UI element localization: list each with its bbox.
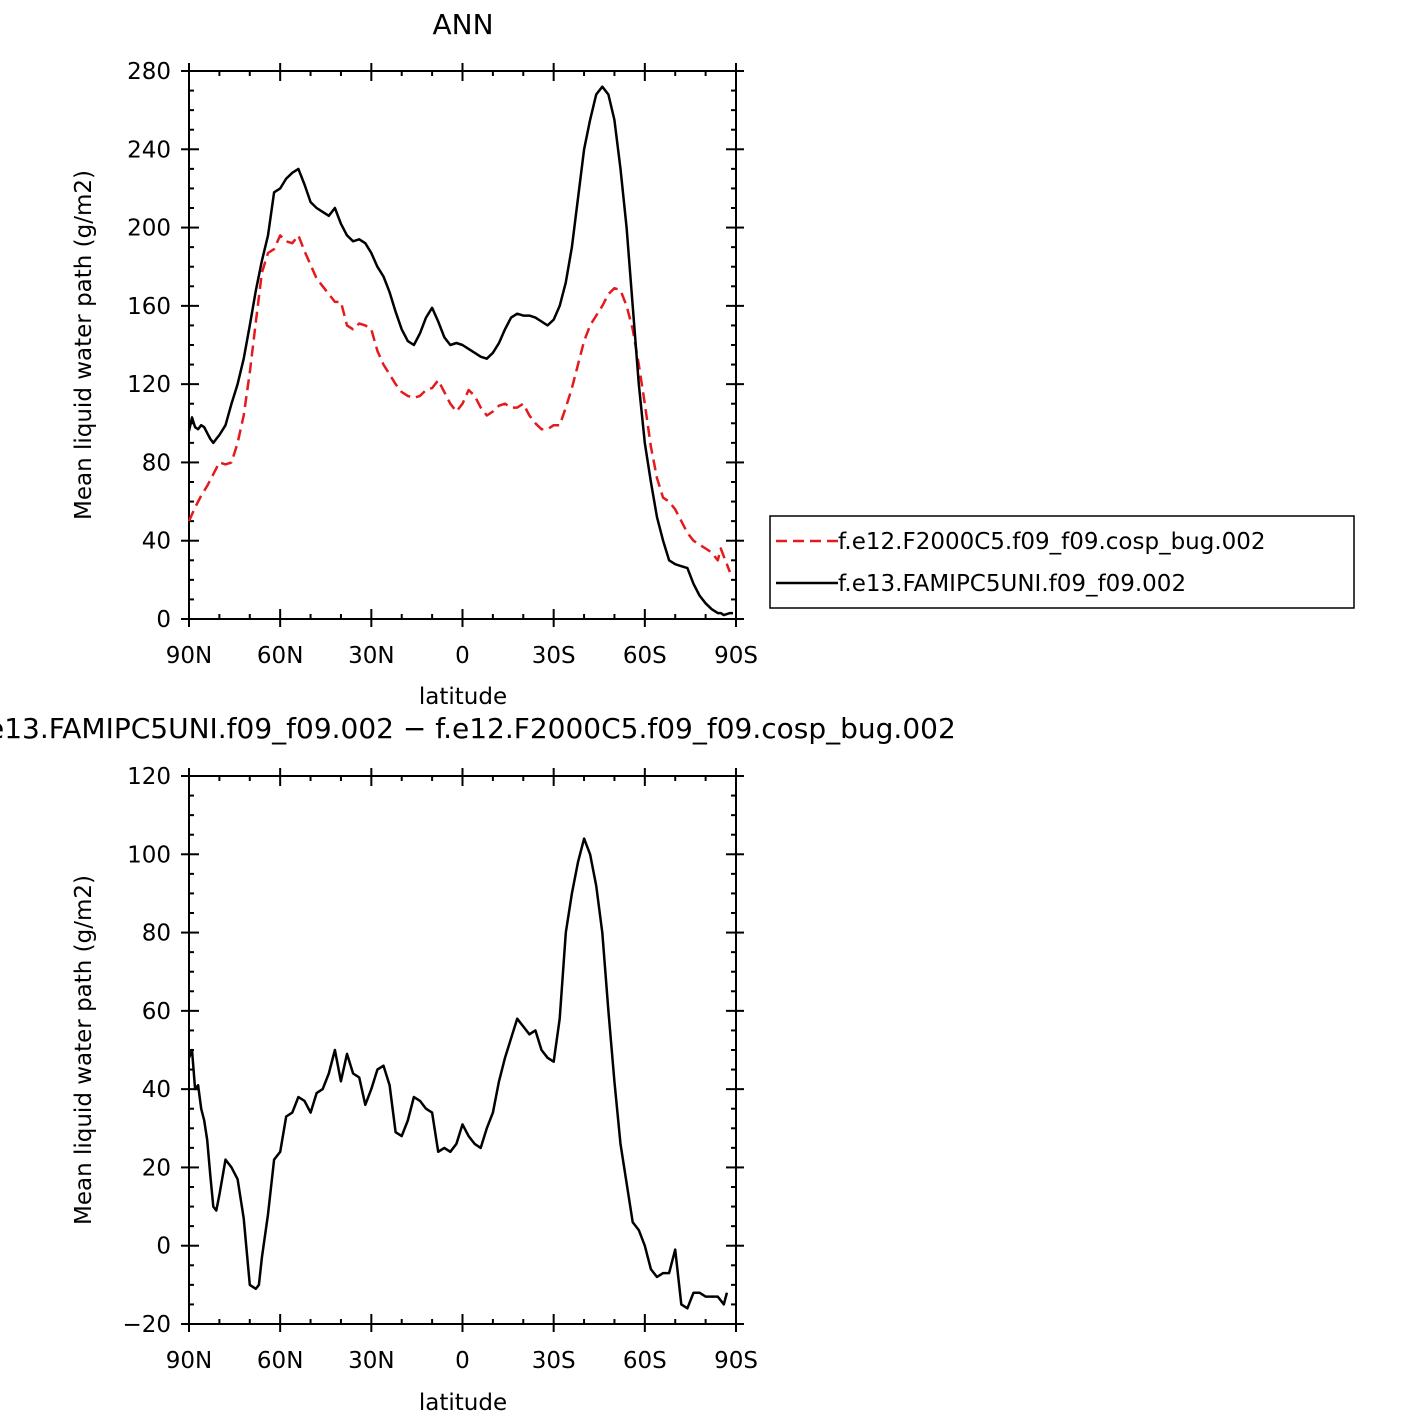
panel-bottom: f.e13.FAMIPC5UNI.f09_f09.002 − f.e12.F20… bbox=[0, 712, 956, 1416]
x-tick-label: 60S bbox=[623, 1348, 667, 1374]
panel-bottom-x-axis-label: latitude bbox=[419, 1390, 507, 1416]
x-tick-label: 30S bbox=[532, 643, 576, 669]
panel-top-x-axis-label: latitude bbox=[419, 684, 507, 710]
x-tick-label: 90N bbox=[166, 643, 212, 669]
panel-top: ANN 0 40 80 120 160 200 240 280 90N 60N 30N 0 30S 60… bbox=[71, 8, 1355, 710]
panel-top-title: ANN bbox=[432, 8, 493, 41]
panel-bottom-ticks bbox=[181, 768, 744, 1332]
y-tick-label: 60 bbox=[142, 999, 171, 1025]
y-tick-label: 20 bbox=[142, 1155, 171, 1181]
series-line-0 bbox=[187, 837, 729, 1310]
panel-top-x-tick-labels: 90N 60N 30N 0 30S 60S 90S bbox=[166, 643, 758, 669]
y-tick-label: 40 bbox=[142, 1077, 171, 1103]
y-tick-label: 120 bbox=[127, 764, 171, 790]
x-tick-label: 60S bbox=[623, 643, 667, 669]
x-tick-label: 60N bbox=[257, 643, 303, 669]
series-line-1 bbox=[187, 85, 733, 617]
panel-bottom-y-axis-label: Mean liquid water path (g/m2) bbox=[71, 875, 97, 1225]
y-tick-label: 100 bbox=[127, 842, 171, 868]
series-line-0 bbox=[187, 234, 732, 573]
y-tick-label: 80 bbox=[142, 450, 171, 476]
panel-bottom-plot-area bbox=[181, 768, 744, 1332]
panel-top-series bbox=[187, 85, 733, 617]
y-tick-label: 160 bbox=[127, 294, 171, 320]
panel-top-plot-area bbox=[181, 63, 744, 627]
panel-bottom-title: f.e13.FAMIPC5UNI.f09_f09.002 − f.e12.F20… bbox=[0, 712, 956, 745]
panel-bottom-series bbox=[187, 837, 729, 1310]
y-tick-label: −20 bbox=[122, 1312, 171, 1338]
x-tick-label: 0 bbox=[455, 1348, 470, 1374]
x-tick-label: 60N bbox=[257, 1348, 303, 1374]
legend: f.e12.F2000C5.f09_f09.cosp_bug.002 f.e13… bbox=[769, 515, 1355, 609]
y-tick-label: 40 bbox=[142, 529, 171, 555]
panel-top-ticks bbox=[181, 63, 744, 627]
panel-bottom-frame bbox=[188, 775, 737, 1325]
legend-label-famipc5uni: f.e13.FAMIPC5UNI.f09_f09.002 bbox=[838, 571, 1186, 597]
y-tick-label: 80 bbox=[142, 921, 171, 947]
legend-label-cosp-bug: f.e12.F2000C5.f09_f09.cosp_bug.002 bbox=[838, 529, 1266, 555]
x-tick-label: 30N bbox=[348, 1348, 394, 1374]
panel-bottom-x-tick-labels: 90N 60N 30N 0 30S 60S 90S bbox=[166, 1348, 758, 1374]
x-tick-label: 30S bbox=[532, 1348, 576, 1374]
y-tick-label: 240 bbox=[127, 137, 171, 163]
y-tick-label: 280 bbox=[127, 59, 171, 85]
y-tick-label: 0 bbox=[156, 1234, 171, 1260]
y-tick-label: 120 bbox=[127, 372, 171, 398]
x-tick-label: 90S bbox=[714, 1348, 758, 1374]
y-tick-label: 200 bbox=[127, 216, 171, 242]
panel-top-y-tick-labels: 0 40 80 120 160 200 240 280 bbox=[127, 59, 171, 633]
x-tick-label: 0 bbox=[455, 643, 470, 669]
panel-top-y-axis-label: Mean liquid water path (g/m2) bbox=[71, 170, 97, 520]
x-tick-label: 90N bbox=[166, 1348, 212, 1374]
legend-box bbox=[769, 515, 1355, 609]
y-tick-label: 0 bbox=[156, 607, 171, 633]
x-tick-label: 30N bbox=[348, 643, 394, 669]
x-tick-label: 90S bbox=[714, 643, 758, 669]
panel-bottom-y-tick-labels: −20 0 20 40 60 80 100 120 bbox=[122, 764, 171, 1338]
